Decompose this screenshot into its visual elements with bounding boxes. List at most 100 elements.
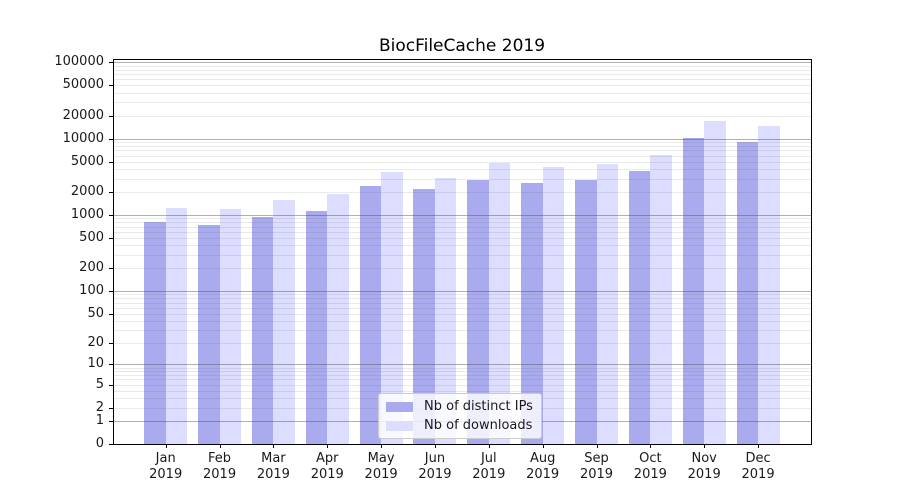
bar-distinct-ips-aug: [521, 182, 543, 444]
x-axis-month-label: Apr 2019: [295, 451, 359, 483]
bar-distinct-ips-jan: [144, 222, 166, 444]
x-axis-month-label: Nov 2019: [672, 451, 736, 483]
y-axis-tick-label: 1000: [70, 207, 104, 222]
x-tick-month: Jun: [424, 451, 446, 466]
x-axis-month-label: Mar 2019: [241, 451, 305, 483]
x-tick-mark: [596, 444, 598, 448]
bar-downloads-mar: [273, 200, 295, 444]
plot-area: Nb of distinct IPs Nb of downloads: [113, 59, 812, 445]
y-tick-mark: [109, 408, 113, 409]
y-tick-mark: [109, 238, 113, 239]
y-axis-tick-label: 100: [79, 283, 104, 298]
x-axis-month-label: May 2019: [349, 451, 413, 483]
x-tick-year: 2019: [741, 467, 775, 482]
bar-distinct-ips-dec: [736, 142, 759, 444]
x-tick-month: Jul: [480, 451, 497, 466]
bar-downloads-jun: [434, 177, 457, 444]
y-axis-tick-label: 5000: [70, 154, 104, 169]
x-tick-month: Mar: [261, 451, 286, 466]
y-axis-tick-label: 100000: [54, 54, 104, 69]
y-tick-mark: [109, 444, 113, 445]
bar-distinct-ips-jul: [467, 179, 489, 444]
y-tick-mark: [109, 385, 113, 386]
x-axis-month-label: Jun 2019: [403, 451, 467, 483]
y-axis-tick-label: 1: [95, 413, 104, 428]
y-tick-mark: [109, 291, 113, 292]
x-tick-year: 2019: [149, 467, 183, 482]
x-tick-mark: [165, 444, 167, 448]
bar-distinct-ips-oct: [628, 171, 651, 444]
y-tick-mark: [109, 62, 113, 63]
x-tick-year: 2019: [310, 467, 344, 482]
x-tick-mark: [704, 444, 706, 448]
x-axis-month-label: Dec 2019: [726, 451, 790, 483]
x-tick-year: 2019: [633, 467, 667, 482]
y-tick-mark: [109, 215, 113, 216]
gridline-minor: [114, 84, 811, 86]
bar-downloads-aug: [542, 167, 565, 444]
y-tick-mark: [109, 421, 113, 422]
gridline-minor: [114, 73, 811, 75]
chart-title: BiocFileCache 2019: [378, 36, 546, 56]
x-tick-month: Jan: [155, 451, 176, 466]
x-axis-month-label: Sep 2019: [565, 451, 629, 483]
bar-downloads-jan: [165, 208, 188, 444]
bar-downloads-feb: [219, 209, 242, 444]
x-tick-month: May: [367, 451, 395, 466]
y-tick-mark: [109, 268, 113, 269]
x-tick-mark: [381, 444, 383, 448]
bar-distinct-ips-jun: [413, 188, 435, 444]
x-tick-year: 2019: [579, 467, 614, 482]
x-tick-year: 2019: [418, 467, 452, 482]
x-tick-mark: [650, 444, 652, 448]
gridline-minor: [114, 78, 811, 80]
x-axis-month-label: Jan 2019: [134, 451, 198, 483]
x-tick-year: 2019: [526, 467, 560, 482]
bar-downloads-may: [381, 171, 403, 444]
y-tick-mark: [109, 85, 113, 86]
legend-label-distinct-ips: Nb of distinct IPs: [424, 399, 533, 414]
x-tick-month: Sep: [584, 451, 609, 466]
x-tick-year: 2019: [364, 467, 398, 482]
y-axis-tick-label: 20000: [62, 108, 104, 123]
x-tick-mark: [434, 444, 436, 448]
gridline-minor: [114, 92, 811, 94]
bar-distinct-ips-apr: [305, 210, 328, 444]
x-tick-month: Nov: [691, 451, 717, 466]
bar-distinct-ips-feb: [198, 224, 220, 444]
bar-downloads-nov: [704, 121, 726, 444]
x-tick-month: Oct: [639, 451, 662, 466]
x-tick-year: 2019: [203, 467, 237, 482]
x-axis-month-label: Feb 2019: [188, 451, 252, 483]
bar-distinct-ips-may: [359, 186, 382, 444]
bar-distinct-ips-mar: [251, 216, 274, 444]
gridline-minor: [114, 65, 811, 67]
x-tick-month: Apr: [316, 451, 339, 466]
y-axis-tick-label: 50000: [62, 77, 104, 92]
bar-distinct-ips-sep: [575, 179, 597, 444]
legend-swatch-distinct-ips-icon: [386, 401, 413, 412]
x-tick-mark: [758, 444, 760, 448]
x-axis-month-label: Oct 2019: [618, 451, 682, 483]
bar-downloads-sep: [596, 163, 618, 444]
y-axis-tick-label: 0: [95, 436, 104, 451]
bar-downloads-dec: [758, 126, 780, 444]
x-axis-month-label: Jul 2019: [457, 451, 521, 483]
x-tick-month: Dec: [745, 451, 771, 466]
y-axis-tick-label: 500: [79, 230, 104, 245]
bar-distinct-ips-nov: [682, 138, 705, 444]
y-axis-tick-label: 5: [95, 377, 104, 392]
x-tick-mark: [542, 444, 544, 448]
bar-downloads-apr: [327, 193, 349, 444]
y-tick-mark: [109, 162, 113, 163]
legend-label-downloads: Nb of downloads: [424, 418, 533, 433]
legend-item-downloads: Nb of downloads: [386, 418, 533, 433]
y-axis-tick-label: 200: [79, 260, 104, 275]
bar-downloads-jul: [488, 162, 511, 444]
y-tick-mark: [109, 192, 113, 193]
legend: Nb of distinct IPs Nb of downloads: [378, 393, 542, 439]
x-tick-month: Aug: [529, 451, 556, 466]
gridline-major: [114, 61, 811, 63]
gridline-minor: [114, 115, 811, 117]
gridline-minor: [114, 101, 811, 103]
